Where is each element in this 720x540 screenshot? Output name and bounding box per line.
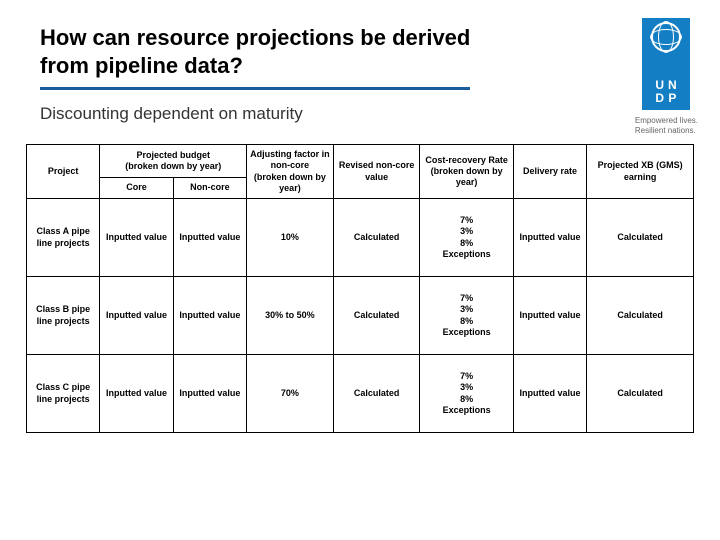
th-projected-xb: Projected XB (GMS) earning: [587, 145, 694, 199]
title-underline: [40, 87, 470, 90]
th-core: Core: [100, 177, 173, 198]
cell-project: Class C pipe line projects: [27, 355, 100, 433]
cell-adjusting: 30% to 50%: [247, 277, 334, 355]
th-projected-budget: Projected budget (broken down by year): [100, 145, 247, 178]
cell-delivery: Inputted value: [513, 199, 586, 277]
globe-icon: [651, 22, 681, 52]
cell-adjusting: 10%: [247, 199, 334, 277]
table-row: Class A pipe line projects Inputted valu…: [27, 199, 694, 277]
cell-core: Inputted value: [100, 355, 173, 433]
cell-core: Inputted value: [100, 199, 173, 277]
th-noncore: Non-core: [173, 177, 246, 198]
cell-project: Class B pipe line projects: [27, 277, 100, 355]
th-project: Project: [27, 145, 100, 199]
cell-adjusting: 70%: [247, 355, 334, 433]
cell-revised: Calculated: [333, 199, 420, 277]
cell-projected-xb: Calculated: [587, 355, 694, 433]
logo-letter: N: [668, 79, 677, 91]
table-body: Class A pipe line projects Inputted valu…: [27, 199, 694, 433]
cell-cost-recovery: 7% 3% 8% Exceptions: [420, 199, 513, 277]
cell-project: Class A pipe line projects: [27, 199, 100, 277]
th-delivery: Delivery rate: [513, 145, 586, 199]
undp-logo: U N D P: [642, 18, 690, 110]
cell-core: Inputted value: [100, 277, 173, 355]
table-row: Class C pipe line projects Inputted valu…: [27, 355, 694, 433]
page-title: How can resource projections be derived …: [40, 24, 520, 79]
cell-noncore: Inputted value: [173, 199, 246, 277]
cell-cost-recovery: 7% 3% 8% Exceptions: [420, 355, 513, 433]
logo-letter: U: [655, 79, 664, 91]
th-adjusting: Adjusting factor in non-core (broken dow…: [247, 145, 334, 199]
logo-letter: D: [655, 92, 664, 104]
tagline-line: Empowered lives.: [635, 116, 698, 126]
page-subtitle: Discounting dependent on maturity: [40, 104, 680, 124]
cell-noncore: Inputted value: [173, 277, 246, 355]
cell-projected-xb: Calculated: [587, 199, 694, 277]
tagline-line: Resilient nations.: [635, 126, 698, 136]
table-row: Class B pipe line projects Inputted valu…: [27, 277, 694, 355]
cell-cost-recovery: 7% 3% 8% Exceptions: [420, 277, 513, 355]
cell-revised: Calculated: [333, 277, 420, 355]
projection-table: Project Projected budget (broken down by…: [26, 144, 694, 433]
cell-noncore: Inputted value: [173, 355, 246, 433]
cell-delivery: Inputted value: [513, 277, 586, 355]
logo-letters: U N D P: [655, 79, 676, 106]
cell-revised: Calculated: [333, 355, 420, 433]
th-cost-recovery: Cost-recovery Rate (broken down by year): [420, 145, 513, 199]
th-revised: Revised non-core value: [333, 145, 420, 199]
cell-delivery: Inputted value: [513, 355, 586, 433]
cell-projected-xb: Calculated: [587, 277, 694, 355]
logo-letter: P: [668, 92, 677, 104]
tagline: Empowered lives. Resilient nations.: [635, 116, 698, 137]
